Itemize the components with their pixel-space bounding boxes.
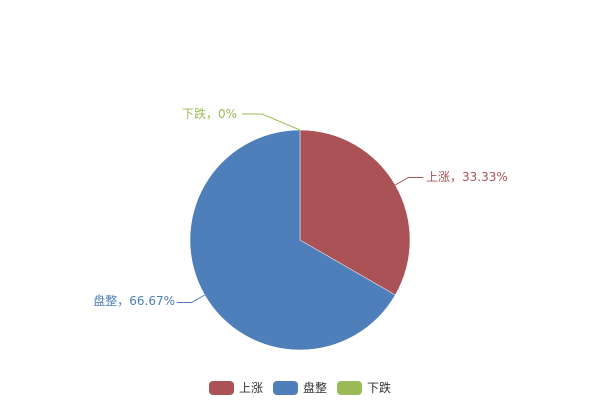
legend-label-fall[interactable]: 下跌 bbox=[367, 380, 391, 395]
leader-line-rise bbox=[395, 177, 424, 186]
pie-slice-flat[interactable] bbox=[189, 129, 396, 351]
pie-slice-rise[interactable] bbox=[299, 129, 411, 296]
leader-line-fall bbox=[242, 113, 301, 131]
label-flat: 盘整，66.67% bbox=[93, 293, 175, 308]
label-fall: 下跌，0% bbox=[182, 106, 237, 121]
leader-line-flat bbox=[176, 294, 205, 303]
legend-swatch-fall[interactable] bbox=[337, 381, 362, 395]
legend-label-flat[interactable]: 盘整 bbox=[303, 380, 327, 395]
legend-swatch-rise[interactable] bbox=[209, 381, 234, 395]
label-rise: 上涨，33.33% bbox=[426, 169, 508, 184]
legend-swatch-flat[interactable] bbox=[273, 381, 298, 395]
legend-label-rise[interactable]: 上涨 bbox=[239, 380, 263, 395]
legend: 上涨 盘整 下跌 bbox=[209, 380, 391, 395]
